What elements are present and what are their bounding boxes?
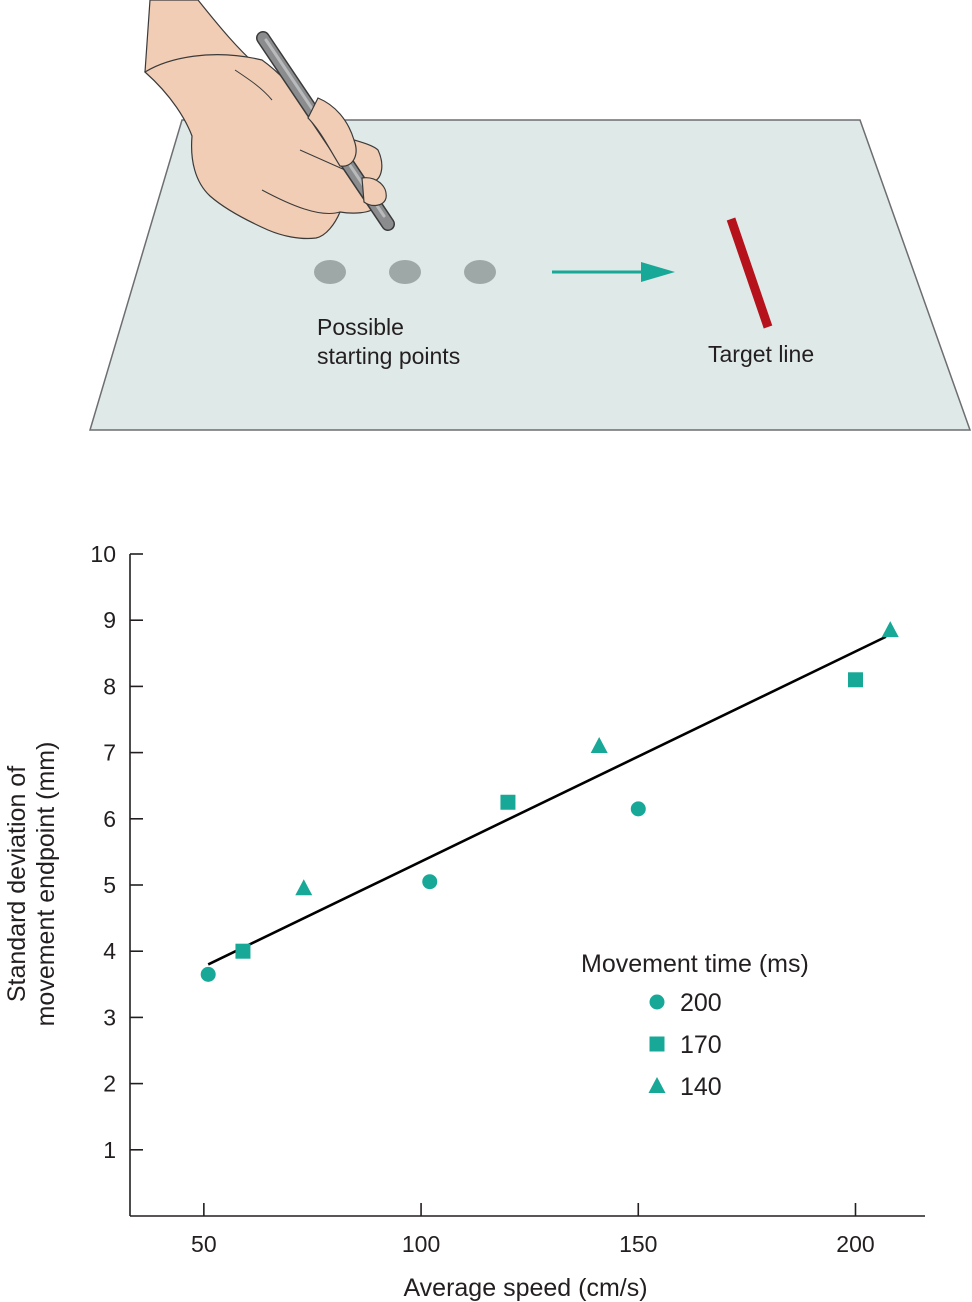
x-tick-label: 200 [836,1231,874,1257]
target-line [726,217,773,329]
data-point-square [847,672,863,688]
y-tick-label: 6 [103,806,116,832]
legend-marker-circle [649,994,665,1010]
hand-with-pen [143,0,395,240]
data-point-circle [422,874,438,890]
x-tick-label: 150 [619,1231,657,1257]
starting-point-dot [314,260,346,284]
legend-title: Movement time (ms) [581,950,809,978]
data-point-triangle [590,736,608,753]
starting-point-dot [464,260,496,284]
data-point-square [235,943,251,959]
x-tick-label: 50 [191,1231,217,1257]
legend-marker-triangle [648,1077,666,1093]
starting-points-label-line2: starting points [317,342,461,369]
starting-point-dot [389,260,421,284]
starting-points-label: Possible starting points [317,313,460,371]
data-point-circle [630,801,646,817]
target-line-label: Target line [708,341,815,367]
y-tick-label: 9 [103,607,116,633]
y-tick-label: 4 [103,938,116,964]
legend-label: 200 [680,989,722,1017]
y-axis-label-line: movement endpoint (mm) [32,742,60,1027]
y-tick-label: 2 [103,1071,116,1097]
data-point-circle [200,966,216,982]
y-tick-label: 8 [103,673,116,699]
legend-label: 140 [680,1073,722,1101]
axis-labels: Average speed (cm/s) Standard deviation o… [3,742,648,1302]
x-tick-label: 100 [402,1231,440,1257]
y-tick-label: 3 [103,1004,116,1030]
data-point-triangle [881,621,899,638]
y-axis-label-line: Standard deviation of [3,766,31,1002]
y-tick-label: 10 [90,541,116,567]
legend-label: 170 [680,1031,722,1059]
y-axis-label: Standard deviation ofmovement endpoint (… [3,742,60,1027]
data-point-triangle [295,879,313,896]
x-axis-label: Average speed (cm/s) [403,1274,647,1302]
task-illustration [88,0,972,431]
legend-marker-square [649,1036,665,1052]
y-tick-label: 7 [103,740,116,766]
fit-line-group [207,635,887,966]
direction-arrow [552,262,675,282]
data-point-square [500,794,516,810]
starting-points-label-line1: Possible [317,314,404,340]
data-marks [200,621,899,982]
legend: Movement time (ms) 200 170 140 [581,950,809,1101]
fit-line [207,635,887,966]
y-tick-label: 1 [103,1137,116,1163]
y-tick-label: 5 [103,872,116,898]
axes: 1 2 3 4 5 6 7 8 9 10 50 100 150 200 [90,541,925,1257]
